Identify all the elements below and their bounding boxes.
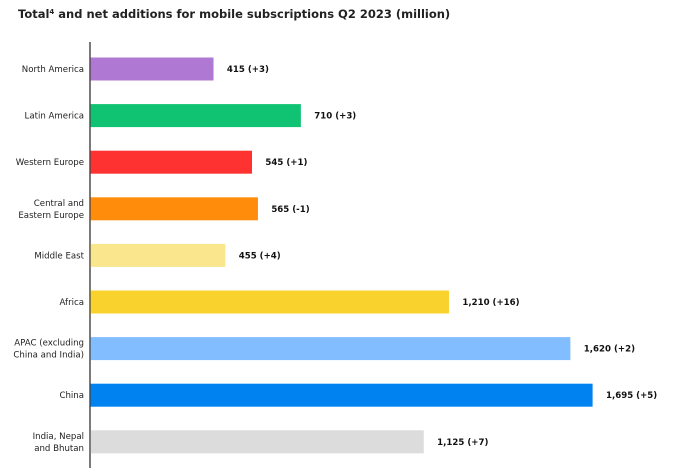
value-label-north-america: 415 (+3)	[227, 65, 269, 75]
category-label-line: North America	[22, 65, 84, 75]
chart-marks: 415 (+3) North America 710 (+3) Latin Ameri…	[13, 57, 657, 454]
bar-central-and-eastern-europe	[90, 197, 258, 221]
category-label-india-nepal-and-bhutan: India, Nepal and Bhutan	[33, 432, 84, 454]
bar-north-america	[90, 57, 214, 81]
value-label-western-europe: 545 (+1)	[265, 158, 307, 168]
category-label-line: Eastern Europe	[18, 211, 84, 221]
category-label-latin-america: Latin America	[25, 112, 84, 122]
bar-china	[90, 383, 593, 407]
value-label-middle-east: 455 (+4)	[239, 251, 281, 261]
chart-title-main: Total	[18, 7, 49, 21]
category-label-line: Latin America	[25, 112, 84, 122]
value-label-apac-excluding-china-and-india: 1,620 (+2)	[584, 345, 635, 355]
category-label-line: China	[59, 391, 84, 401]
value-label-china: 1,695 (+5)	[606, 391, 657, 401]
category-label-line: China and India)	[13, 351, 84, 361]
category-label-africa: Africa	[59, 298, 84, 308]
category-label-middle-east: Middle East	[34, 251, 84, 261]
category-label-line: and Bhutan	[34, 444, 84, 454]
category-label-line: India, Nepal	[33, 432, 84, 442]
chart-title-rest: and net additions for mobile subscriptio…	[54, 7, 450, 21]
value-label-india-nepal-and-bhutan: 1,125 (+7)	[437, 438, 488, 448]
category-label-western-europe: Western Europe	[16, 158, 84, 168]
category-label-line: Middle East	[34, 251, 84, 261]
bar-latin-america	[90, 104, 301, 128]
category-label-north-america: North America	[22, 65, 84, 75]
bar-western-europe	[90, 150, 253, 174]
chart-title-superscript: 4	[49, 8, 54, 16]
category-label-line: Africa	[59, 298, 84, 308]
category-label-china: China	[59, 391, 84, 401]
chart-title: Total4 and net additions for mobile subs…	[18, 7, 450, 21]
value-label-latin-america: 710 (+3)	[314, 112, 356, 122]
bar-middle-east	[90, 243, 226, 267]
category-label-line: Central and	[34, 199, 84, 209]
value-label-africa: 1,210 (+16)	[462, 298, 519, 308]
bar-india-nepal-and-bhutan	[90, 430, 424, 454]
category-label-apac-excluding-china-and-india: APAC (excluding China and India)	[13, 339, 84, 361]
value-label-central-and-eastern-europe: 565 (-1)	[271, 205, 309, 215]
bar-africa	[90, 290, 449, 314]
category-label-line: APAC (excluding	[14, 339, 84, 349]
category-label-central-and-eastern-europe: Central and Eastern Europe	[18, 199, 84, 221]
bar-apac-excluding-china-and-india	[90, 337, 571, 361]
category-label-line: Western Europe	[16, 158, 84, 168]
